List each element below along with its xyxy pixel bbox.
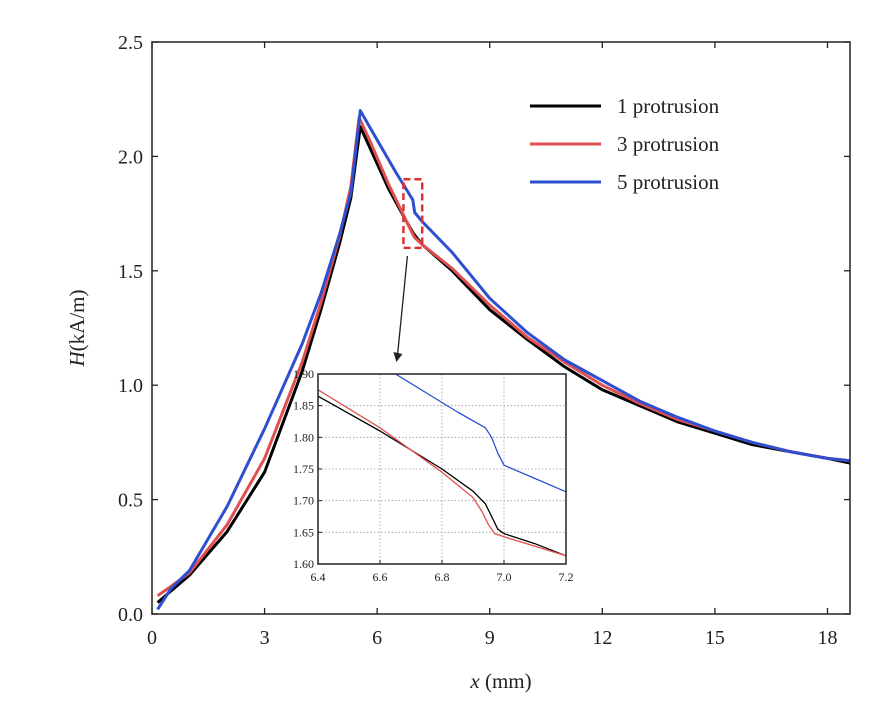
inset-x-tick-label: 6.6	[373, 570, 388, 584]
y-tick-label: 2.0	[118, 146, 143, 168]
inset-x-tick-label: 7.2	[559, 570, 574, 584]
inset-series-group	[317, 373, 567, 557]
y-axis-ticks: 0.0 0.5 1.0 1.5 2.0 2.5	[118, 32, 850, 626]
inset-y-tick-label: 1.70	[293, 494, 314, 508]
y-axis-label: H(kA/m)	[65, 290, 89, 368]
series-line	[156, 109, 851, 611]
main-series-group	[156, 109, 851, 611]
inset-y-tick-label: 1.90	[293, 367, 314, 381]
inset-y-tick-label: 1.65	[293, 525, 314, 539]
x-tick-label: 18	[817, 627, 837, 649]
inset-y-tick-label: 1.85	[293, 399, 314, 413]
x-tick-label: 3	[260, 627, 270, 649]
zoom-highlight-group	[393, 178, 424, 362]
x-axis-ticks: 0 3 6 9 12 15 18	[147, 42, 837, 649]
inset-x-axis-ticks: 6.4 6.6 6.8 7.0 7.2	[311, 560, 574, 584]
inset-x-tick-label: 6.8	[435, 570, 450, 584]
zoom-arrow-line	[396, 255, 409, 357]
plot-frame	[151, 41, 851, 615]
x-tick-label: 6	[372, 627, 382, 649]
inset-x-tick-label: 7.0	[497, 570, 512, 584]
y-tick-label: 0.0	[118, 604, 143, 626]
inset-y-axis-ticks: 1.60 1.65 1.70 1.75 1.80 1.85 1.90	[293, 367, 322, 571]
legend: 1 protrusion 3 protrusion 5 protrusion	[530, 94, 720, 194]
inset-zoom-chart: 6.4 6.6 6.8 7.0 7.2 1.60 1.65 1.70 1.75 1.80 1.85…	[293, 367, 574, 584]
inset-series-line	[395, 373, 567, 493]
x-tick-label: 12	[592, 627, 612, 649]
y-tick-label: 0.5	[118, 490, 143, 512]
y-tick-label: 1.0	[118, 375, 143, 397]
x-tick-label: 0	[147, 627, 157, 649]
x-axis-label: x (mm)	[469, 669, 531, 693]
x-tick-label: 15	[705, 627, 725, 649]
inset-x-tick-label: 6.4	[311, 570, 326, 584]
inset-series-line	[317, 389, 567, 557]
x-tick-label: 9	[485, 627, 495, 649]
inset-y-tick-label: 1.60	[293, 557, 314, 571]
inset-y-tick-label: 1.75	[293, 462, 314, 476]
y-tick-label: 1.5	[118, 261, 143, 283]
y-tick-label: 2.5	[118, 32, 143, 54]
inset-y-tick-label: 1.80	[293, 430, 314, 444]
legend-label: 1 protrusion	[617, 94, 720, 118]
legend-label: 3 protrusion	[617, 132, 720, 156]
zoom-arrow-head	[393, 352, 403, 362]
legend-label: 5 protrusion	[617, 170, 720, 194]
